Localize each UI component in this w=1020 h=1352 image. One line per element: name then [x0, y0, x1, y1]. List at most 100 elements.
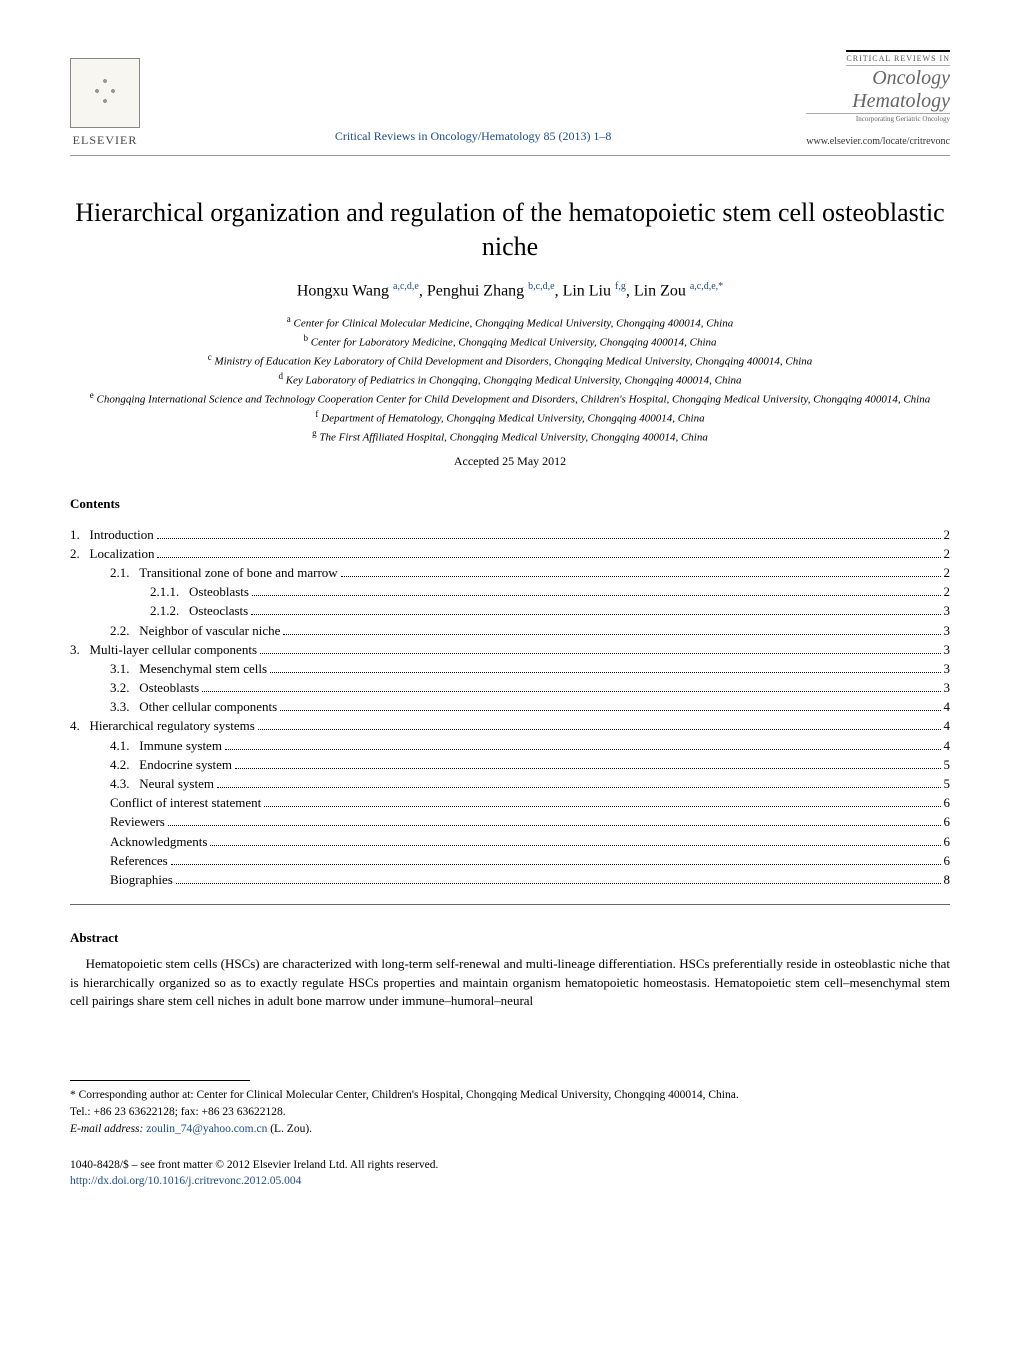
toc-entry: 2.1. Transitional zone of bone and marro… — [70, 564, 950, 582]
toc-leader-dots — [260, 653, 940, 654]
toc-entry: 3. Multi-layer cellular components 3 — [70, 641, 950, 659]
toc-title: Immune system — [139, 737, 222, 755]
toc-entry: Conflict of interest statement 6 — [70, 794, 950, 812]
toc-entry: 3.1. Mesenchymal stem cells 3 — [70, 660, 950, 678]
toc-leader-dots — [252, 595, 941, 596]
affiliation-line: b Center for Laboratory Medicine, Chongq… — [70, 332, 950, 351]
journal-url: www.elsevier.com/locate/critrevonc — [806, 135, 950, 149]
toc-number: 3.3. — [110, 698, 139, 716]
author-aff-marker: f,g — [615, 281, 626, 292]
toc-number: 1. — [70, 526, 90, 544]
toc-title: Osteoclasts — [189, 602, 248, 620]
footnote-corr: * Corresponding author at: Center for Cl… — [70, 1087, 950, 1104]
toc-leader-dots — [168, 825, 941, 826]
footnote-email-suffix: (L. Zou). — [270, 1123, 312, 1135]
toc-entry: 2.1.2. Osteoclasts 3 — [70, 602, 950, 620]
toc-title: Other cellular components — [139, 698, 277, 716]
toc-page: 3 — [944, 622, 951, 640]
publisher-logo: ELSEVIER — [70, 58, 140, 149]
author-aff-marker: b,c,d,e — [528, 281, 554, 292]
toc-number: 3.2. — [110, 679, 139, 697]
toc-leader-dots — [283, 634, 940, 635]
toc-page: 6 — [944, 852, 951, 870]
toc-title: References — [110, 852, 168, 870]
toc-leader-dots — [264, 806, 940, 807]
journal-title-2: Hematology — [806, 91, 950, 112]
toc-page: 2 — [944, 545, 951, 563]
toc-leader-dots — [171, 864, 941, 865]
toc-title: Multi-layer cellular components — [90, 641, 258, 659]
toc-leader-dots — [235, 768, 940, 769]
toc-leader-dots — [251, 614, 940, 615]
toc-leader-dots — [225, 749, 941, 750]
publisher-label: ELSEVIER — [73, 132, 138, 149]
toc-entry: 1. Introduction 2 — [70, 526, 950, 544]
author-name: Lin Liu — [563, 282, 611, 299]
toc-entry: 4.3. Neural system 5 — [70, 775, 950, 793]
toc-number: 2.1.2. — [150, 602, 189, 620]
author-name: Penghui Zhang — [427, 282, 524, 299]
toc-title: Transitional zone of bone and marrow — [139, 564, 337, 582]
toc-entry: 3.3. Other cellular components 4 — [70, 698, 950, 716]
footnote-tel: Tel.: +86 23 63622128; fax: +86 23 63622… — [70, 1104, 950, 1121]
toc-title: Endocrine system — [139, 756, 232, 774]
toc-page: 5 — [944, 775, 951, 793]
toc-title: Osteoblasts — [139, 679, 199, 697]
table-of-contents: 1. Introduction 2 2. Localization 2 2.1.… — [70, 526, 950, 906]
toc-entry: Biographies 8 — [70, 871, 950, 889]
toc-leader-dots — [202, 691, 940, 692]
affiliation-line: e Chongqing International Science and Te… — [70, 389, 950, 408]
author-aff-marker: a,c,d,e — [393, 281, 419, 292]
toc-number: 4.1. — [110, 737, 139, 755]
toc-page: 6 — [944, 833, 951, 851]
toc-leader-dots — [217, 787, 941, 788]
toc-leader-dots — [176, 883, 941, 884]
article-title: Hierarchical organization and regulation… — [70, 196, 950, 264]
toc-number: 2.1. — [110, 564, 139, 582]
toc-page: 3 — [944, 602, 951, 620]
copyright-line: 1040-8428/$ – see front matter © 2012 El… — [70, 1157, 950, 1189]
toc-page: 3 — [944, 679, 951, 697]
toc-title: Conflict of interest statement — [110, 794, 261, 812]
toc-page: 3 — [944, 660, 951, 678]
toc-entry: 2.2. Neighbor of vascular niche 3 — [70, 622, 950, 640]
toc-leader-dots — [270, 672, 940, 673]
toc-number: 4.2. — [110, 756, 139, 774]
toc-entry: 4.2. Endocrine system 5 — [70, 756, 950, 774]
journal-reference: Critical Reviews in Oncology/Hematology … — [140, 128, 806, 149]
toc-leader-dots — [157, 538, 941, 539]
toc-page: 2 — [944, 526, 951, 544]
toc-page: 3 — [944, 641, 951, 659]
journal-title-1: Oncology — [806, 68, 950, 89]
affiliation-list: a Center for Clinical Molecular Medicine… — [70, 313, 950, 447]
doi-link[interactable]: http://dx.doi.org/10.1016/j.critrevonc.2… — [70, 1175, 301, 1187]
toc-title: Hierarchical regulatory systems — [90, 717, 255, 735]
toc-entry: Reviewers 6 — [70, 813, 950, 831]
author-aff-marker: a,c,d,e,* — [690, 281, 723, 292]
toc-entry: 4. Hierarchical regulatory systems 4 — [70, 717, 950, 735]
toc-page: 5 — [944, 756, 951, 774]
affiliation-line: c Ministry of Education Key Laboratory o… — [70, 351, 950, 370]
toc-entry: Acknowledgments 6 — [70, 833, 950, 851]
toc-number: 4.3. — [110, 775, 139, 793]
toc-number: 2.1.1. — [150, 583, 189, 601]
toc-page: 4 — [944, 698, 951, 716]
footnote-email-label: E-mail address: — [70, 1123, 143, 1135]
affiliation-line: f Department of Hematology, Chongqing Me… — [70, 408, 950, 427]
journal-overline: CRITICAL REVIEWS IN — [846, 53, 950, 64]
toc-number: 3. — [70, 641, 90, 659]
toc-title: Reviewers — [110, 813, 165, 831]
toc-number: 3.1. — [110, 660, 139, 678]
footnote-email-link[interactable]: zoulin_74@yahoo.com.cn — [146, 1123, 267, 1135]
abstract-heading: Abstract — [70, 929, 950, 947]
toc-leader-dots — [280, 710, 940, 711]
journal-subtitle: Incorporating Geriatric Oncology — [806, 113, 950, 125]
elsevier-tree-icon — [70, 58, 140, 128]
toc-entry: 2. Localization 2 — [70, 545, 950, 563]
toc-title: Osteoblasts — [189, 583, 249, 601]
journal-cover-block: CRITICAL REVIEWS IN Oncology Hematology … — [806, 50, 950, 149]
toc-entry: 3.2. Osteoblasts 3 — [70, 679, 950, 697]
toc-page: 6 — [944, 813, 951, 831]
toc-number: 2. — [70, 545, 90, 563]
affiliation-line: a Center for Clinical Molecular Medicine… — [70, 313, 950, 332]
